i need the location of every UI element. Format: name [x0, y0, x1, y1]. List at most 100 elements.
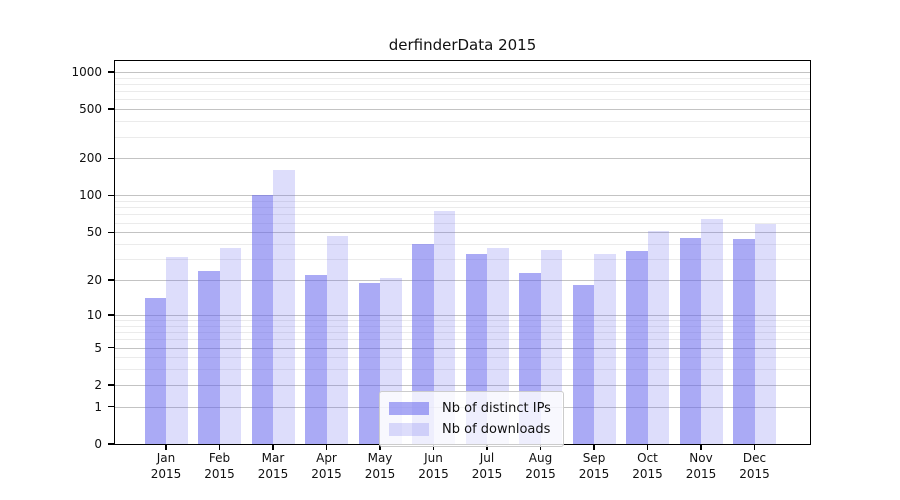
y-axis-tick [108, 443, 114, 445]
y-axis-tick [108, 108, 114, 110]
y-tick-label: 2 [94, 377, 102, 392]
bar-distinct-ips-oct [626, 251, 648, 444]
major-gridline [115, 109, 810, 111]
bar-distinct-ips-apr [305, 275, 327, 444]
minor-gridline [115, 214, 810, 216]
x-tick-label-feb: Feb 2015 [204, 451, 235, 481]
x-tick-label-dec: Dec 2015 [739, 451, 770, 481]
major-gridline [115, 71, 810, 73]
major-gridline [115, 314, 810, 316]
x-axis-tick [165, 444, 167, 450]
x-axis-tick [218, 444, 221, 450]
x-axis-tick [753, 444, 756, 450]
legend-swatch-downloads [389, 423, 429, 436]
y-axis-tick [108, 314, 114, 316]
bar-downloads-mar [273, 170, 295, 444]
bar-downloads-dec [754, 224, 776, 444]
minor-gridline [115, 325, 810, 327]
minor-gridline [115, 201, 810, 203]
y-axis-tick [108, 346, 114, 349]
major-gridline [115, 232, 810, 234]
major-gridline [115, 158, 810, 160]
x-axis-tick [325, 444, 328, 450]
bar-distinct-ips-nov [679, 237, 701, 444]
y-axis-tick [108, 384, 114, 386]
y-axis-tick [108, 279, 114, 281]
legend-label-downloads: Nb of downloads [442, 422, 551, 437]
major-gridline [115, 280, 810, 282]
bar-downloads-apr [326, 235, 348, 444]
y-tick-label: 10 [86, 307, 102, 322]
y-tick-label: 1 [94, 399, 102, 414]
y-axis-tick [108, 157, 114, 160]
bar-downloads-nov [701, 219, 723, 444]
legend: Nb of distinct IPs Nb of downloads [379, 391, 564, 447]
minor-gridline [115, 332, 810, 334]
bar-downloads-oct [647, 231, 669, 444]
bar-distinct-ips-may [358, 282, 380, 444]
x-tick-label-oct: Oct 2015 [632, 451, 663, 481]
plot-area [115, 61, 810, 444]
bar-distinct-ips-feb [198, 270, 220, 444]
minor-gridline [115, 259, 810, 261]
bar-distinct-ips-jan [144, 298, 166, 444]
minor-gridline [115, 91, 810, 93]
y-tick-label: 5 [94, 340, 102, 355]
minor-gridline [115, 244, 810, 245]
minor-gridline [115, 369, 810, 371]
y-tick-label: 500 [79, 102, 102, 117]
x-axis-tick [539, 444, 542, 450]
bar-downloads-sep [594, 254, 616, 444]
minor-gridline [115, 339, 810, 341]
major-gridline [115, 347, 810, 349]
x-axis-tick [646, 444, 649, 450]
y-tick-label: 20 [86, 273, 102, 288]
bar-distinct-ips-mar [251, 195, 273, 444]
y-tick-label: 50 [86, 225, 102, 240]
x-tick-label-aug: Aug 2015 [525, 451, 556, 481]
y-axis-tick [108, 71, 114, 73]
legend-item-distinct-ips: Nb of distinct IPs [389, 398, 551, 419]
x-axis-tick [379, 444, 381, 450]
y-axis-tick [108, 194, 114, 197]
x-axis-tick [432, 444, 435, 450]
x-tick-label-may: May 2015 [364, 451, 396, 481]
minor-gridline [115, 222, 810, 224]
bar-downloads-jun [433, 210, 455, 444]
x-axis-tick [272, 444, 274, 450]
minor-gridline [115, 99, 810, 101]
bar-distinct-ips-sep [572, 285, 594, 444]
minor-gridline [115, 320, 810, 321]
y-axis-tick [108, 405, 114, 408]
bar-downloads-jan [166, 257, 188, 444]
x-tick-label-mar: Mar 2015 [257, 451, 289, 481]
x-axis-tick [700, 444, 702, 450]
x-tick-label-nov: Nov 2015 [685, 451, 717, 481]
minor-gridline [115, 357, 810, 359]
x-axis-tick [486, 444, 488, 450]
x-tick-label-jul: Jul 2015 [471, 451, 503, 481]
bar-distinct-ips-dec [733, 239, 755, 444]
y-tick-label: 1000 [71, 64, 102, 79]
minor-gridline [115, 136, 810, 138]
x-axis-tick [593, 444, 595, 450]
y-tick-label: 200 [79, 151, 102, 166]
x-tick-label-sep: Sep 2015 [578, 451, 610, 481]
y-tick-label: 100 [79, 188, 102, 203]
x-tick-label-jun: Jun 2015 [418, 451, 449, 481]
x-tick-label-apr: Apr 2015 [311, 451, 342, 481]
bar-downloads-feb [219, 248, 241, 444]
major-gridline [115, 384, 810, 386]
legend-label-distinct-ips: Nb of distinct IPs [442, 401, 551, 416]
y-tick-label: 0 [94, 437, 102, 451]
x-tick-label-jan: Jan 2015 [150, 451, 182, 481]
minor-gridline [115, 83, 810, 85]
minor-gridline [115, 77, 810, 79]
major-gridline [115, 195, 810, 197]
legend-item-downloads: Nb of downloads [389, 419, 551, 440]
y-axis-tick [108, 231, 114, 233]
chart-title: derfinderData 2015 [388, 36, 537, 54]
legend-swatch-distinct-ips [389, 402, 429, 415]
minor-gridline [115, 121, 810, 123]
